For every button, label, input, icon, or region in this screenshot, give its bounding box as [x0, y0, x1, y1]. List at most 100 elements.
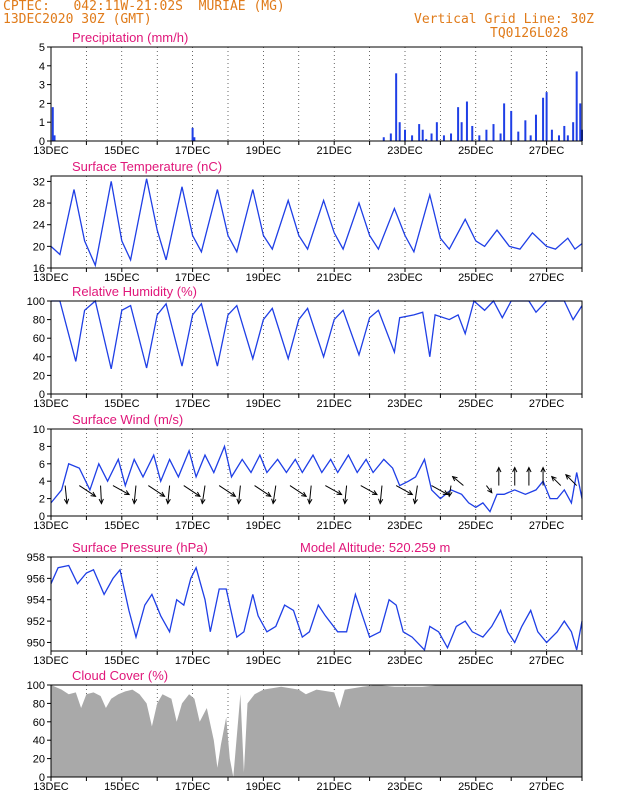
wind-arrow	[551, 476, 562, 486]
wind-arrow-head	[271, 498, 277, 505]
panel-frame	[50, 46, 583, 142]
y-tick-label: 28	[33, 198, 45, 210]
panel-1: 0 1 2 3 4 5 13DEC 15DEC 17DEC 19DEC 21DEC 23DEC 25DE…	[33, 30, 583, 157]
wind-arrow-head	[487, 487, 493, 494]
precipitation-bar	[478, 135, 481, 141]
wind-arrow-head	[526, 466, 532, 473]
wind-arrow-head	[230, 491, 237, 497]
panel-5: 950 952 954 956 958 13DEC 15DEC 17DEC 19DEC 21DEC…	[27, 540, 583, 667]
x-tick-label: 25DEC	[458, 655, 494, 667]
x-tick-label: 19DEC	[246, 145, 282, 157]
precipitation-bar	[572, 122, 575, 141]
x-tick-label: 17DEC	[175, 655, 211, 667]
x-tick-label: 27DEC	[529, 272, 565, 284]
precipitation-bar	[510, 110, 513, 141]
wind-arrow	[486, 485, 493, 494]
x-tick-label: 19DEC	[246, 398, 282, 410]
panel-frame	[50, 684, 583, 778]
wind-arrow-head	[200, 498, 206, 505]
wind-arrow-head	[124, 490, 131, 496]
x-tick-label: 23DEC	[387, 398, 423, 410]
precipitation-bar	[575, 71, 578, 141]
precipitation-bar	[411, 135, 414, 141]
precipitation-bar	[382, 137, 385, 141]
y-tick-label: 24	[33, 220, 45, 232]
precipitation-bar	[53, 135, 56, 141]
precipitation-bar	[550, 129, 553, 141]
precipitation-bar	[442, 135, 445, 141]
panel-frame	[50, 175, 583, 269]
panel-2: 16 20 24 28 32 13DEC 15DEC 17DEC 19DEC 21DEC 23DEC…	[33, 159, 583, 284]
wind-arrow-head	[307, 498, 313, 505]
wind-arrow	[431, 485, 448, 495]
precipitation-bar	[499, 133, 502, 141]
wind-arrow-head	[378, 498, 384, 505]
wind-arrow-head	[412, 498, 418, 505]
wind-arrow-head	[451, 475, 458, 482]
precipitation-bar	[485, 129, 488, 141]
x-tick-label: 13DEC	[33, 398, 69, 410]
precipitation-bar	[542, 97, 545, 141]
y-tick-label: 0	[39, 136, 45, 148]
wind-arrow-head	[442, 490, 449, 496]
wind-arrow-head	[407, 490, 414, 496]
x-tick-label: 25DEC	[458, 781, 494, 793]
wind-arrow-head	[447, 491, 453, 498]
x-tick-label: 17DEC	[175, 520, 211, 532]
wind-arrow-head	[159, 491, 166, 497]
precipitation-bar	[430, 133, 433, 141]
wind-arrow	[360, 485, 378, 495]
precipitation-bar	[566, 135, 569, 141]
wind-arrow	[395, 485, 413, 495]
x-tick-label: 27DEC	[529, 145, 565, 157]
wind-arrow-head	[194, 491, 201, 497]
x-tick-label: 19DEC	[246, 520, 282, 532]
x-tick-label: 15DEC	[104, 398, 140, 410]
wind-arrow	[112, 485, 130, 495]
wind-arrow-head	[342, 498, 348, 505]
y-tick-label: 0	[39, 389, 45, 401]
precipitation-bar	[421, 129, 424, 141]
x-tick-label: 15DEC	[104, 781, 140, 793]
precipitation-bar	[471, 125, 474, 141]
wind-arrow	[272, 485, 277, 504]
y-tick-label: 4	[39, 61, 45, 73]
wind-arrow	[344, 485, 348, 504]
wind-arrow	[201, 485, 206, 504]
panel-title: Precipitation (mm/h)	[72, 30, 188, 45]
x-tick-label: 23DEC	[387, 272, 423, 284]
x-tick-label: 15DEC	[104, 520, 140, 532]
panel-frame	[50, 428, 583, 517]
y-tick-label: 32	[33, 176, 45, 188]
x-tick-label: 17DEC	[175, 145, 211, 157]
y-tick-label: 5	[39, 42, 45, 54]
panel-frame	[50, 300, 583, 395]
y-tick-label: 952	[27, 616, 45, 628]
wind-arrow	[325, 485, 342, 495]
wind-arrow-head	[236, 498, 242, 505]
x-tick-label: 15DEC	[104, 655, 140, 667]
wind-arrow	[308, 485, 312, 504]
x-tick-label: 23DEC	[387, 145, 423, 157]
precipitation-bar	[503, 103, 506, 141]
series-line	[50, 178, 583, 268]
x-tick-label: 21DEC	[316, 655, 352, 667]
panel-title: Surface Wind (m/s)	[72, 412, 183, 427]
precipitation-bar	[191, 127, 194, 141]
x-tick-label: 21DEC	[316, 398, 352, 410]
x-tick-label: 19DEC	[246, 272, 282, 284]
x-tick-label: 19DEC	[246, 781, 282, 793]
y-tick-label: 2	[39, 494, 45, 506]
wind-arrow	[414, 485, 418, 504]
y-tick-label: 0	[39, 772, 45, 784]
precipitation-bar	[563, 125, 566, 141]
precipitation-bar	[545, 92, 548, 141]
y-tick-label: 4	[39, 476, 45, 488]
precipitation-bar	[435, 122, 438, 141]
wind-arrow-head	[565, 473, 571, 480]
y-tick-label: 958	[27, 552, 45, 564]
panel-title: Surface Pressure (hPa)	[72, 540, 208, 555]
x-tick-label: 17DEC	[175, 781, 211, 793]
wind-arrow-head	[301, 491, 308, 497]
